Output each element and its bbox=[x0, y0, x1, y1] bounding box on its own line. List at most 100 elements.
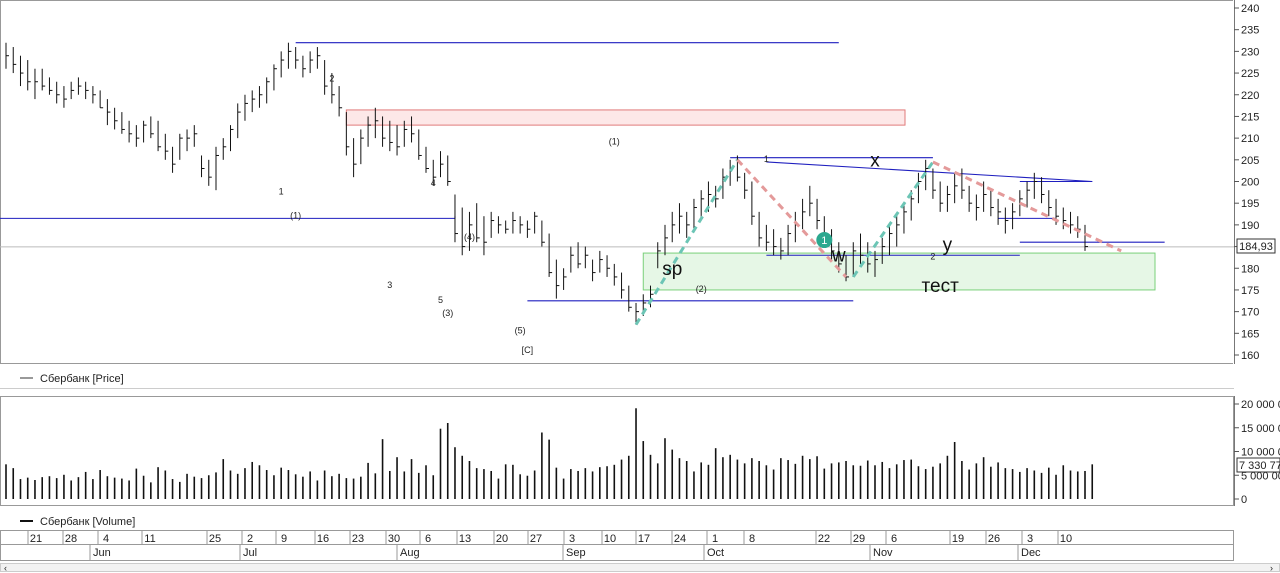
price-tick-label: 180 bbox=[1241, 263, 1259, 275]
level-line bbox=[766, 161, 1093, 183]
price-tick-label: 235 bbox=[1241, 25, 1259, 37]
day-label: 16 bbox=[317, 533, 329, 545]
day-label: 26 bbox=[988, 533, 1000, 545]
wave-label: 3 bbox=[387, 280, 392, 290]
day-label: 29 bbox=[853, 533, 865, 545]
last-volume-label: 7 330 77 bbox=[1239, 460, 1280, 472]
support-zone bbox=[642, 252, 1156, 291]
day-label: 13 bbox=[459, 533, 471, 545]
day-label: 4 bbox=[103, 533, 109, 545]
marker-badge: 1 bbox=[816, 232, 833, 249]
ohlc-bars bbox=[5, 42, 1088, 325]
wave-dash-line bbox=[634, 159, 739, 326]
month-label: Oct bbox=[707, 547, 724, 559]
annotation-label: тест bbox=[922, 276, 960, 297]
last-price-label: 184,93 bbox=[1239, 241, 1273, 253]
month-label: Aug bbox=[400, 547, 420, 559]
day-label: 9 bbox=[281, 533, 287, 545]
price-tick-label: 165 bbox=[1241, 328, 1259, 340]
day-label: 6 bbox=[425, 533, 431, 545]
day-label: 10 bbox=[1060, 533, 1072, 545]
scroll-right-icon[interactable]: › bbox=[1270, 563, 1273, 573]
price-tick-label: 210 bbox=[1241, 133, 1259, 145]
volume-tick-label: 0 bbox=[1241, 494, 1247, 506]
scroll-left-icon[interactable]: ‹ bbox=[4, 563, 7, 573]
day-label: 19 bbox=[952, 533, 964, 545]
annotation-label: w bbox=[831, 246, 846, 267]
wave-dash-line bbox=[932, 160, 1122, 253]
volume-tick-label: 5 000 000 bbox=[1241, 470, 1280, 482]
date-axis-months: Jun Jul Aug Sep Oct Nov Dec bbox=[89, 545, 1041, 560]
wave-label: 1 bbox=[279, 187, 284, 197]
month-label: Jun bbox=[93, 547, 111, 559]
day-label: 6 bbox=[891, 533, 897, 545]
wave-labels: (1) 2 1 4 3 5 (3) (4) (5) [C] (1) (2) 1 2 bbox=[279, 74, 936, 355]
day-label: 20 bbox=[496, 533, 508, 545]
wave-label: [C] bbox=[522, 345, 534, 355]
wave-label: (5) bbox=[515, 325, 526, 335]
month-label: Jul bbox=[243, 547, 257, 559]
month-label: Sep bbox=[566, 547, 586, 559]
wave-label: 4 bbox=[431, 178, 436, 188]
last-volume-box bbox=[1236, 457, 1280, 473]
day-label: 3 bbox=[1027, 533, 1033, 545]
annotation-label: x bbox=[870, 150, 880, 171]
price-tick-label: 215 bbox=[1241, 111, 1259, 123]
day-label: 10 bbox=[604, 533, 616, 545]
wave-label: (1) bbox=[290, 210, 301, 220]
wave-dash-line bbox=[736, 158, 848, 278]
day-label: 8 bbox=[749, 533, 755, 545]
day-label: 1 bbox=[712, 533, 718, 545]
volume-tick-label: 20 000 000 bbox=[1241, 399, 1280, 411]
price-tick-label: 205 bbox=[1241, 155, 1259, 167]
day-label: 21 bbox=[30, 533, 42, 545]
wave-label: (4) bbox=[464, 232, 475, 242]
day-label: 24 bbox=[674, 533, 686, 545]
wave-label: 1 bbox=[764, 154, 769, 164]
day-label: 11 bbox=[144, 533, 155, 545]
price-tick-label: 170 bbox=[1241, 307, 1259, 319]
price-y-ticks: 2402352302252202152102052001951901851801… bbox=[1234, 3, 1259, 362]
month-label: Nov bbox=[873, 547, 893, 559]
annotation-label: sp bbox=[662, 259, 682, 280]
wave-dash-lines bbox=[634, 158, 1122, 326]
day-label: 22 bbox=[818, 533, 830, 545]
horizontal-scrollbar[interactable] bbox=[0, 563, 1280, 572]
price-y-axis bbox=[1233, 0, 1280, 364]
day-label: 3 bbox=[569, 533, 575, 545]
wave-label: (3) bbox=[442, 308, 453, 318]
date-axis-days: 21 28 4 11 25 2 9 16 23 30 6 13 20 27 3 10 17 24 1 8 22 29 6 19… bbox=[27, 531, 1072, 545]
volume-y-ticks: 20 000 000 15 000 000 10 000 000 5 000 000 0 bbox=[1234, 399, 1280, 506]
volume-bars bbox=[5, 408, 1094, 499]
volume-panel bbox=[0, 396, 1234, 506]
price-tick-label: 175 bbox=[1241, 285, 1259, 297]
day-label: 23 bbox=[352, 533, 364, 545]
day-label: 25 bbox=[209, 533, 221, 545]
badge-circle bbox=[816, 232, 833, 249]
badge-label: 1 bbox=[821, 235, 827, 247]
wave-label: (1) bbox=[609, 137, 620, 147]
wave-label: 2 bbox=[329, 74, 334, 84]
price-tick-label: 240 bbox=[1241, 3, 1259, 15]
wave-label: (2) bbox=[696, 284, 707, 294]
price-tick-label: 220 bbox=[1241, 90, 1259, 102]
wave-label: 2 bbox=[930, 252, 935, 262]
price-tick-label: 225 bbox=[1241, 68, 1259, 80]
annotation-labels: sp w x y тест bbox=[662, 150, 959, 297]
annotation-label: y bbox=[943, 235, 953, 256]
day-label: 17 bbox=[638, 533, 650, 545]
day-label: 28 bbox=[65, 533, 77, 545]
price-tick-label: 195 bbox=[1241, 198, 1259, 210]
resistance-zone bbox=[345, 109, 906, 126]
volume-tick-label: 10 000 000 bbox=[1241, 447, 1280, 459]
day-label: 30 bbox=[388, 533, 400, 545]
price-tick-label: 160 bbox=[1241, 350, 1259, 362]
price-tick-label: 190 bbox=[1241, 220, 1259, 232]
volume-tick-label: 15 000 000 bbox=[1241, 423, 1280, 435]
volume-legend: Сбербанк [Volume] bbox=[40, 516, 135, 528]
date-axis bbox=[0, 530, 1234, 561]
wave-label: 5 bbox=[438, 295, 443, 305]
last-price-box bbox=[1236, 238, 1276, 254]
day-label: 27 bbox=[530, 533, 542, 545]
